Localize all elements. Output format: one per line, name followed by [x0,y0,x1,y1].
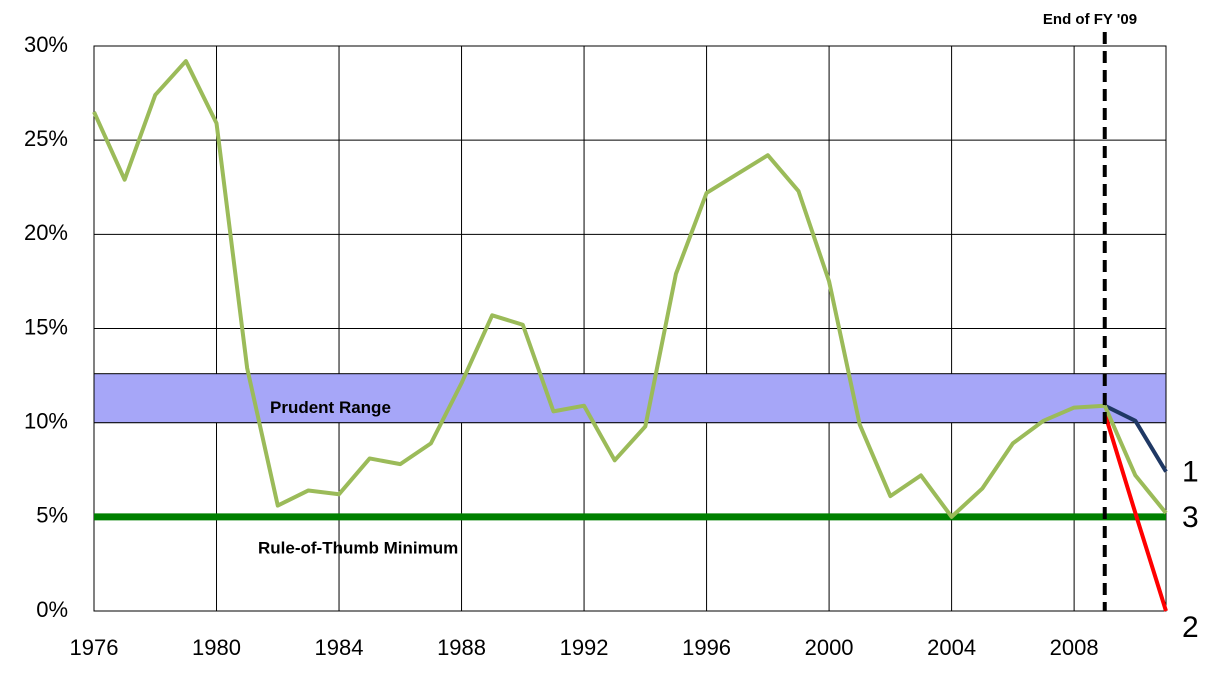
series-line [1103,403,1168,473]
x-tick-label: 1996 [682,635,731,660]
fy-annotation: End of FY '09 [1043,11,1137,28]
x-tick-label: 1976 [70,635,119,660]
y-tick-label: 30% [24,32,68,57]
prudent-range-label: Prudent Range [270,398,391,417]
series-line [1102,412,1168,612]
y-tick-label: 10% [24,408,68,433]
x-tick-label: 2000 [805,635,854,660]
y-tick-label: 0% [36,597,68,622]
series-end-label: 3 [1182,501,1199,534]
x-tick-label: 2004 [927,635,976,660]
prudent-range-band [93,373,1167,424]
x-tick-label: 1980 [192,635,241,660]
plot-border [93,45,1167,612]
series-line [92,59,1105,519]
x-tick-label: 1992 [560,635,609,660]
y-tick-label: 25% [24,126,68,151]
y-tick-label: 5% [36,503,68,528]
series-line [1102,404,1168,515]
minimum-label: Rule-of-Thumb Minimum [258,538,458,557]
series-end-label: 2 [1182,611,1199,644]
y-tick-label: 20% [24,220,68,245]
x-tick-label: 2008 [1050,635,1099,660]
y-tick-label: 15% [24,314,68,339]
x-tick-label: 1984 [315,635,364,660]
series-end-label: 1 [1182,456,1199,489]
x-tick-label: 1988 [437,635,486,660]
